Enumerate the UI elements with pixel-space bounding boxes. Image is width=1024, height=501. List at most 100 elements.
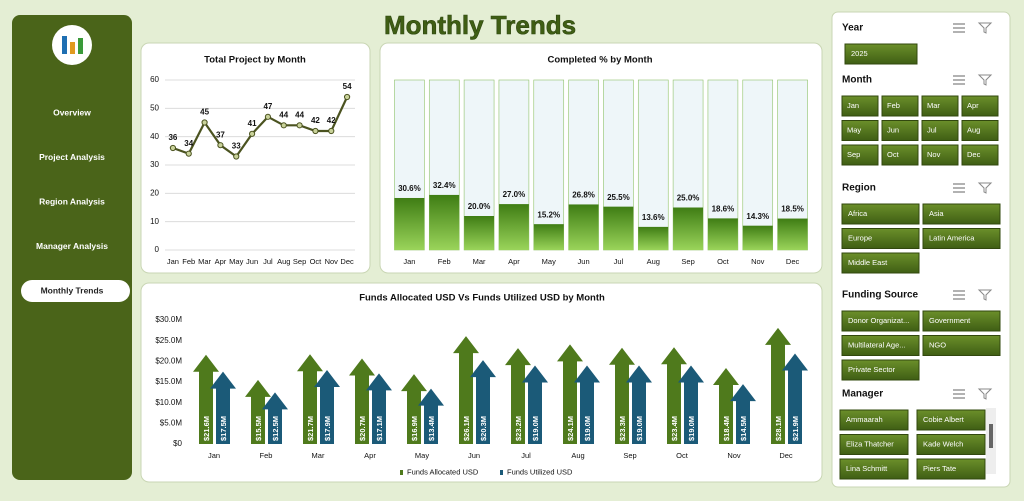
slicer-label[interactable]: Latin America: [929, 233, 975, 242]
slicer-button[interactable]: [841, 310, 920, 332]
slicer-label[interactable]: Multilateral Age...: [848, 340, 906, 349]
nav-selected[interactable]: [21, 280, 130, 302]
slicer-label[interactable]: Sep: [847, 150, 860, 159]
slicer-label[interactable]: 2025: [851, 49, 868, 58]
slicer-label[interactable]: Nov: [927, 150, 941, 159]
nav-item[interactable]: Monthly Trends: [41, 285, 104, 295]
slicer-button[interactable]: [921, 120, 959, 141]
slicer-label[interactable]: Feb: [887, 101, 900, 110]
nav-item[interactable]: Project Analysis: [39, 152, 105, 162]
slicer-label[interactable]: Apr: [967, 101, 979, 110]
slicer-button[interactable]: [916, 458, 986, 480]
slicer-label[interactable]: Jun: [887, 125, 899, 134]
y-tick-label: $30.0M: [155, 315, 182, 324]
slicer-button[interactable]: [841, 120, 879, 141]
x-tick-label: Nov: [325, 257, 339, 266]
slicer-button[interactable]: [922, 335, 1001, 356]
x-tick-label: Dec: [786, 257, 800, 266]
data-label: 54: [343, 82, 352, 91]
slicer-button[interactable]: [841, 144, 879, 166]
slicer-button[interactable]: [921, 144, 959, 166]
x-tick-label: Feb: [260, 451, 273, 460]
y-tick-label: 50: [150, 103, 159, 112]
data-label: $24.1M: [566, 416, 575, 441]
slicer-label[interactable]: Piers Tate: [923, 464, 956, 473]
slicer-label[interactable]: Asia: [929, 209, 944, 218]
bar: [777, 218, 808, 250]
clear-filter-icon[interactable]: [977, 388, 993, 400]
x-tick-label: Nov: [751, 257, 765, 266]
slicer-button[interactable]: [841, 95, 879, 117]
slicer-button[interactable]: [839, 458, 909, 480]
slicer-label[interactable]: Oct: [887, 150, 900, 159]
slicer-button[interactable]: [841, 252, 920, 274]
slicer-button[interactable]: [961, 120, 999, 141]
slicer-label[interactable]: Lina Schmitt: [846, 464, 888, 473]
slicer-button[interactable]: [922, 203, 1001, 225]
slicer-button[interactable]: [921, 95, 959, 117]
slicer-label[interactable]: Aug: [967, 125, 980, 134]
slicer-button[interactable]: [839, 434, 909, 455]
clear-filter-icon[interactable]: [977, 289, 993, 301]
multi-select-icon[interactable]: [953, 389, 965, 399]
data-label: 42: [327, 116, 336, 125]
multi-select-icon[interactable]: [953, 183, 965, 193]
slicer-label[interactable]: Kade Welch: [923, 439, 963, 448]
data-label: 14.3%: [746, 212, 769, 221]
slicer-label[interactable]: Dec: [967, 150, 981, 159]
slicer-button[interactable]: [839, 409, 909, 431]
slicer-label[interactable]: Ammaarah: [846, 415, 883, 424]
multi-select-icon[interactable]: [953, 75, 965, 85]
slicer-button[interactable]: [881, 95, 919, 117]
slicer-label[interactable]: Donor Organizat...: [848, 316, 909, 325]
x-tick-label: Mar: [473, 257, 486, 266]
clear-filter-icon[interactable]: [977, 182, 993, 194]
slicer-button[interactable]: [922, 228, 1001, 249]
slicer-button[interactable]: [916, 409, 986, 431]
slicer-label[interactable]: Africa: [848, 209, 868, 218]
slicer-button[interactable]: [841, 335, 920, 356]
legend-label: Funds Allocated USD: [407, 467, 479, 476]
slicer-button[interactable]: [841, 228, 920, 249]
slicer-label[interactable]: Eliza Thatcher: [846, 439, 894, 448]
slicer-button[interactable]: [881, 144, 919, 166]
x-tick-label: May: [542, 257, 556, 266]
slicer-label[interactable]: Jan: [847, 101, 859, 110]
clear-filter-icon[interactable]: [977, 22, 993, 34]
slicer-label[interactable]: Middle East: [848, 258, 888, 267]
slicer-label[interactable]: Private Sector: [848, 365, 896, 374]
multi-select-icon[interactable]: [953, 290, 965, 300]
logo-mark: [62, 36, 67, 54]
slicer-label[interactable]: NGO: [929, 340, 946, 349]
slicer-button[interactable]: [961, 95, 999, 117]
slicer-label[interactable]: Europe: [848, 233, 872, 242]
slicer-button[interactable]: [922, 310, 1001, 332]
slicer-button[interactable]: [881, 120, 919, 141]
data-label: 41: [248, 119, 257, 128]
slicer-label[interactable]: Mar: [927, 101, 940, 110]
nav-item[interactable]: Manager Analysis: [36, 241, 108, 251]
slicer-button[interactable]: [916, 434, 986, 455]
y-tick-label: $25.0M: [155, 336, 182, 345]
nav-item[interactable]: Region Analysis: [39, 196, 105, 206]
clear-filter-icon[interactable]: [977, 74, 993, 86]
nav-item[interactable]: Overview: [53, 107, 91, 117]
slicer-button[interactable]: [961, 144, 999, 166]
data-label: $23.2M: [514, 416, 523, 441]
data-label: 44: [295, 110, 304, 119]
marker: [169, 144, 177, 152]
x-tick-label: Nov: [727, 451, 741, 460]
multi-select-icon[interactable]: [953, 23, 965, 33]
slicer-label[interactable]: Jul: [927, 125, 937, 134]
data-label: $19.0M: [583, 416, 592, 441]
slicer-button[interactable]: [841, 359, 920, 381]
slicer-button[interactable]: [844, 43, 918, 65]
slicer-button[interactable]: [841, 203, 920, 225]
x-tick-label: Jun: [578, 257, 590, 266]
slicer-label[interactable]: Government: [929, 316, 971, 325]
slicer-label[interactable]: May: [847, 125, 861, 134]
slicer-label[interactable]: Cobie Albert: [923, 415, 965, 424]
x-tick-label: Jul: [263, 257, 273, 266]
y-tick-label: $10.0M: [155, 398, 182, 407]
